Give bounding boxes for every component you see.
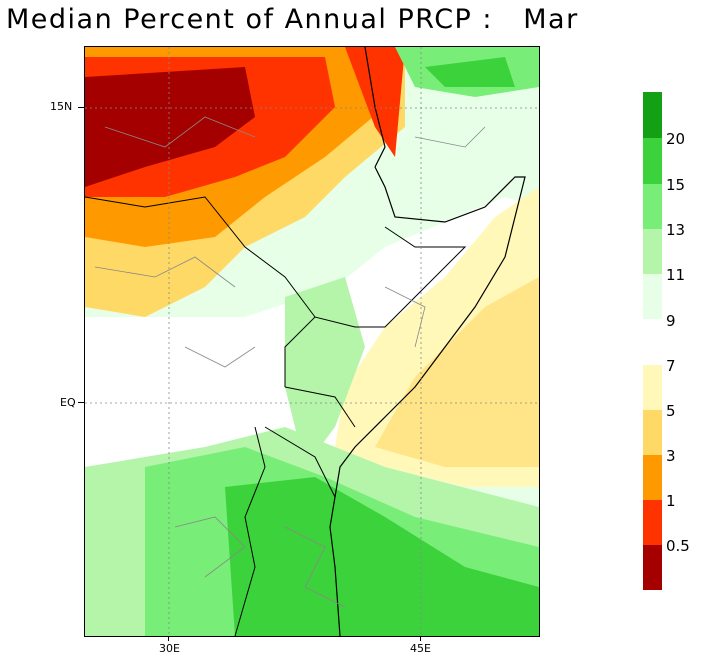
- legend-swatch: [643, 410, 662, 455]
- legend-swatch: [643, 138, 662, 184]
- admin-boundaries: [94, 116, 486, 608]
- legend-label: 7: [666, 357, 676, 375]
- map-canvas: [85, 47, 539, 636]
- border-sudan: [85, 196, 316, 318]
- legend-label: 11: [666, 266, 686, 284]
- lon-tick: [420, 636, 421, 641]
- border-kenya: [284, 386, 356, 428]
- legend-label: 3: [666, 447, 676, 465]
- coastline: [329, 166, 526, 636]
- legend-swatch: [643, 455, 662, 500]
- legend-swatch: [643, 229, 662, 274]
- legend-swatch: [643, 184, 662, 229]
- lat-tick: [78, 107, 84, 108]
- legend-label: 20: [666, 130, 686, 148]
- legend-label: 5: [666, 402, 676, 420]
- region-deep-green-ne: [425, 57, 515, 87]
- region-dark-red: [85, 67, 255, 187]
- legend-label: 0.5: [666, 537, 690, 555]
- map-title: Median Percent of Annual PRCP : Mar: [6, 4, 579, 35]
- lon-tick: [168, 636, 169, 641]
- legend-label: 13: [666, 221, 686, 239]
- legend-swatch: [643, 500, 662, 545]
- region-red-north: [345, 47, 405, 157]
- region-deep-green-south: [225, 477, 539, 636]
- border-lakes: [234, 426, 266, 636]
- lat-label-eq: EQ: [60, 396, 76, 409]
- legend-swatch: [643, 545, 662, 590]
- border-tanzania: [264, 426, 336, 498]
- legend-label: 1: [666, 492, 676, 510]
- lat-tick: [78, 402, 84, 403]
- legend-swatch: [643, 92, 662, 138]
- lat-label-15n: 15N: [50, 100, 73, 113]
- region-yellow: [375, 277, 539, 467]
- lon-label-45e: 45E: [410, 642, 431, 655]
- legend-swatch: [643, 274, 662, 319]
- border-ethiopia: [284, 226, 467, 387]
- legend-swatch: [643, 365, 662, 410]
- legend-label: 15: [666, 176, 686, 194]
- red-sea-coast: [364, 47, 386, 168]
- graticule: [85, 47, 539, 636]
- precipitation-map: [84, 46, 540, 637]
- lon-label-30e: 30E: [159, 642, 180, 655]
- legend-label: 9: [666, 312, 676, 330]
